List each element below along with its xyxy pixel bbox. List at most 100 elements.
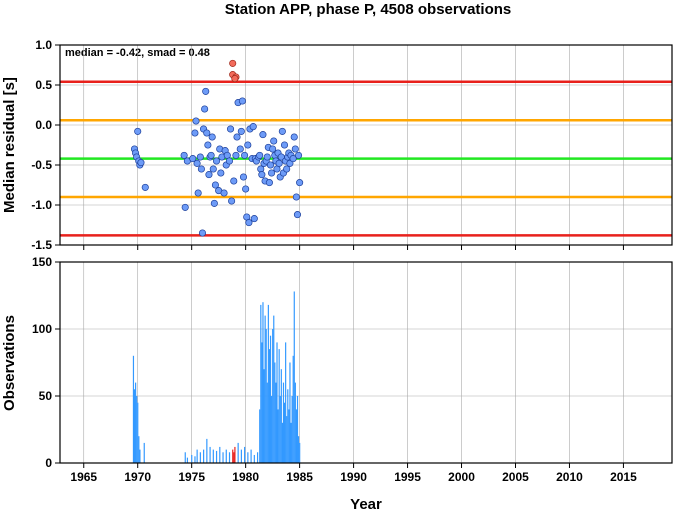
bar <box>136 396 138 463</box>
data-point <box>209 165 217 173</box>
data-point <box>202 87 210 95</box>
bar <box>294 382 296 463</box>
bar <box>277 409 279 463</box>
bar <box>137 402 139 463</box>
data-point <box>244 141 252 149</box>
data-point <box>269 145 277 153</box>
x-tick-label: 1980 <box>232 470 259 484</box>
y-tick-label: 1.0 <box>35 38 52 52</box>
bar <box>295 409 298 463</box>
bar <box>135 382 137 463</box>
data-point <box>270 137 278 145</box>
x-tick-label: 1990 <box>340 470 367 484</box>
bar <box>199 452 201 463</box>
y-tick-label: 50 <box>39 389 53 403</box>
data-point <box>198 229 207 237</box>
bar <box>261 342 263 463</box>
data-point <box>286 159 294 167</box>
bar <box>132 355 135 463</box>
bar <box>285 342 287 463</box>
chart-title: Station APP, phase P, 4508 observations <box>225 1 512 18</box>
bar <box>215 450 218 463</box>
data-point <box>181 203 189 211</box>
bar <box>228 452 231 463</box>
bar <box>256 452 259 463</box>
bar <box>194 456 196 463</box>
data-point <box>242 185 250 193</box>
data-point <box>180 151 188 159</box>
bar <box>186 457 189 463</box>
bar <box>289 362 291 463</box>
y-axis-label: Median residual [s] <box>1 77 18 213</box>
bar <box>274 362 276 463</box>
bar <box>293 291 295 463</box>
data-point <box>192 117 200 125</box>
data-point <box>237 127 245 135</box>
data-point <box>212 157 221 165</box>
data-point <box>280 141 289 149</box>
bar <box>271 396 273 463</box>
x-tick-label: 1965 <box>70 470 97 484</box>
data-point <box>265 179 273 187</box>
data-point <box>241 151 249 159</box>
bar <box>196 449 198 463</box>
bar <box>269 335 272 463</box>
data-point <box>289 155 297 163</box>
bar <box>203 449 205 463</box>
data-point <box>211 181 219 189</box>
bar <box>222 452 224 463</box>
bar <box>262 302 264 463</box>
bar <box>296 396 299 463</box>
bar <box>225 449 227 463</box>
bar <box>250 449 252 463</box>
data-point <box>191 129 199 137</box>
data-point <box>141 183 149 191</box>
data-point <box>266 161 275 169</box>
bar <box>272 329 274 463</box>
bar <box>292 355 294 463</box>
x-tick-label: 1985 <box>286 470 313 484</box>
data-point <box>205 171 213 179</box>
data-point <box>134 127 142 135</box>
data-point <box>239 173 248 181</box>
data-point <box>228 197 236 205</box>
data-point <box>296 179 304 187</box>
y-tick-label: 150 <box>32 255 52 269</box>
bar <box>259 409 261 463</box>
data-point <box>236 145 244 153</box>
y-tick-label: 0.5 <box>35 78 52 92</box>
bar <box>288 409 290 463</box>
data-point <box>294 151 303 159</box>
data-point <box>203 129 211 137</box>
bar <box>275 382 277 463</box>
bar <box>265 329 267 463</box>
bar <box>283 402 286 463</box>
bar <box>233 452 235 463</box>
y-tick-label: -1.5 <box>31 238 52 252</box>
bar <box>138 436 140 463</box>
data-point <box>196 153 204 161</box>
bar <box>268 349 271 463</box>
data-point <box>201 105 209 113</box>
bar <box>253 454 255 463</box>
data-point <box>217 169 225 177</box>
y-tick-label: -0.5 <box>31 158 52 172</box>
y-tick-label: 0 <box>45 456 52 470</box>
bar <box>267 304 269 463</box>
x-tick-label: 1995 <box>394 470 421 484</box>
bar <box>240 449 242 463</box>
data-point <box>268 169 276 177</box>
data-point <box>210 199 218 207</box>
data-point <box>231 75 239 83</box>
data-point <box>193 159 201 167</box>
bar <box>278 349 280 463</box>
bar <box>206 438 208 463</box>
plot-frame <box>59 261 673 464</box>
bar <box>232 449 234 463</box>
data-point <box>208 133 216 141</box>
bar <box>263 369 265 463</box>
data-point <box>275 159 283 167</box>
x-tick-label: 1970 <box>124 470 151 484</box>
bar <box>139 449 141 463</box>
plot-frame <box>59 44 673 246</box>
